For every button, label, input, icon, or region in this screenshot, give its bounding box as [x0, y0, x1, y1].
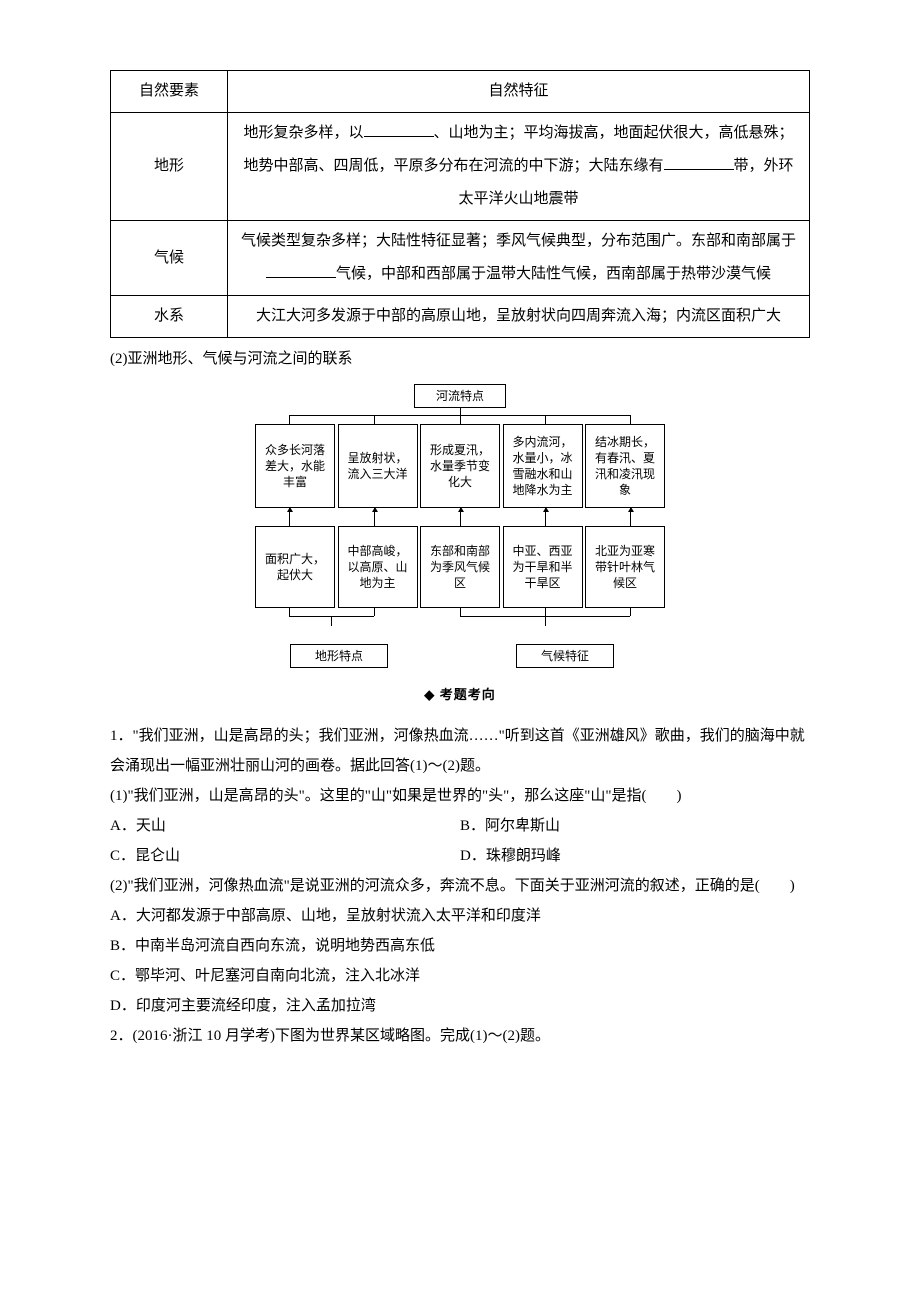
- table-header-row: 自然要素 自然特征: [111, 71, 810, 113]
- bullet-icon: ◆: [424, 687, 440, 702]
- diagram-node: 众多长河落差大，水能丰富: [255, 424, 335, 508]
- q1-1-options-row1: A．天山 B．阿尔卑斯山: [110, 811, 810, 841]
- q1-2: (2)"我们亚洲，河像热血流"是说亚洲的河流众多，奔流不息。下面关于亚洲河流的叙…: [110, 871, 810, 901]
- row-content: 气候类型复杂多样；大陆性特征显著；季风气候典型，分布范围广。东部和南部属于气候，…: [228, 221, 810, 296]
- diagram-top-node: 河流特点: [414, 384, 506, 408]
- option-c[interactable]: C．昆仑山: [110, 841, 460, 871]
- fill-blank[interactable]: [364, 121, 434, 137]
- diagram-row-1: 众多长河落差大，水能丰富 呈放射状，流入三大洋 形成夏汛，水量季节变化大 多内流…: [255, 424, 665, 508]
- diagram-node: 结冰期长，有春汛、夏汛和凌汛现象: [585, 424, 665, 508]
- diagram-bottom-right: 气候特征: [516, 644, 614, 668]
- fill-blank[interactable]: [266, 262, 336, 278]
- diagram-node: 呈放射状，流入三大洋: [338, 424, 418, 508]
- option-a[interactable]: A．大河都发源于中部高原、山地，呈放射状流入太平洋和印度洋: [110, 901, 810, 931]
- option-a[interactable]: A．天山: [110, 811, 460, 841]
- table-row: 地形 地形复杂多样，以、山地为主；平均海拔高，地面起伏很大，高低悬殊；地势中部高…: [111, 113, 810, 221]
- section-2-label: (2)亚洲地形、气候与河流之间的联系: [110, 344, 810, 374]
- diagram-bottom-left: 地形特点: [290, 644, 388, 668]
- q1-stem: 1．"我们亚洲，山是高昂的头；我们亚洲，河像热血流……"听到这首《亚洲雄风》歌曲…: [110, 721, 810, 781]
- row-content: 大江大河多发源于中部的高原山地，呈放射状向四周奔流入海；内流区面积广大: [228, 296, 810, 338]
- text: 气候，中部和西部属于温带大陆性气候，西南部属于热带沙漠气候: [336, 266, 771, 282]
- row-content: 地形复杂多样，以、山地为主；平均海拔高，地面起伏很大，高低悬殊；地势中部高、四周…: [228, 113, 810, 221]
- table-row: 气候 气候类型复杂多样；大陆性特征显著；季风气候典型，分布范围广。东部和南部属于…: [111, 221, 810, 296]
- connector: [255, 408, 665, 424]
- text: 气候类型复杂多样；大陆性特征显著；季风气候典型，分布范围广。东部和南部属于: [241, 233, 796, 249]
- features-table: 自然要素 自然特征 地形 地形复杂多样，以、山地为主；平均海拔高，地面起伏很大，…: [110, 70, 810, 338]
- diagram-node: 中部高峻，以高原、山地为主: [338, 526, 418, 608]
- diagram-node: 面积广大，起伏大: [255, 526, 335, 608]
- q1-1-options-row2: C．昆仑山 D．珠穆朗玛峰: [110, 841, 810, 871]
- table-row: 水系 大江大河多发源于中部的高原山地，呈放射状向四周奔流入海；内流区面积广大: [111, 296, 810, 338]
- fill-blank[interactable]: [664, 154, 734, 170]
- diagram-node: 形成夏汛，水量季节变化大: [420, 424, 500, 508]
- connector: [255, 508, 665, 526]
- q2-stem: 2．(2016·浙江 10 月学考)下图为世界某区域略图。完成(1)～(2)题。: [110, 1021, 810, 1051]
- row-label: 地形: [111, 113, 228, 221]
- th-element: 自然要素: [111, 71, 228, 113]
- section-subheader: ◆ 考题考向: [110, 682, 810, 708]
- option-b[interactable]: B．中南半岛河流自西向东流，说明地势西高东低: [110, 931, 810, 961]
- diagram-node: 北亚为亚寒带针叶林气候区: [585, 526, 665, 608]
- diagram-node: 中亚、西亚为干旱和半干旱区: [503, 526, 583, 608]
- relation-diagram: 河流特点 众多长河落差大，水能丰富 呈放射状，流入三大洋 形成夏汛，水量季节变化…: [255, 384, 665, 668]
- option-b[interactable]: B．阿尔卑斯山: [460, 811, 810, 841]
- q1-1: (1)"我们亚洲，山是高昂的头"。这里的"山"如果是世界的"头"，那么这座"山"…: [110, 781, 810, 811]
- diagram-bottom-row: 地形特点 气候特征: [255, 644, 665, 668]
- connector: [255, 608, 665, 626]
- diagram-row-2: 面积广大，起伏大 中部高峻，以高原、山地为主 东部和南部为季风气候区 中亚、西亚…: [255, 526, 665, 608]
- subheader-text: 考题考向: [440, 687, 496, 702]
- th-feature: 自然特征: [228, 71, 810, 113]
- row-label: 气候: [111, 221, 228, 296]
- text: 地形复杂多样，以: [243, 125, 363, 141]
- option-c[interactable]: C．鄂毕河、叶尼塞河自南向北流，注入北冰洋: [110, 961, 810, 991]
- option-d[interactable]: D．印度河主要流经印度，注入孟加拉湾: [110, 991, 810, 1021]
- row-label: 水系: [111, 296, 228, 338]
- diagram-node: 东部和南部为季风气候区: [420, 526, 500, 608]
- option-d[interactable]: D．珠穆朗玛峰: [460, 841, 810, 871]
- diagram-node: 多内流河，水量小，冰雪融水和山地降水为主: [503, 424, 583, 508]
